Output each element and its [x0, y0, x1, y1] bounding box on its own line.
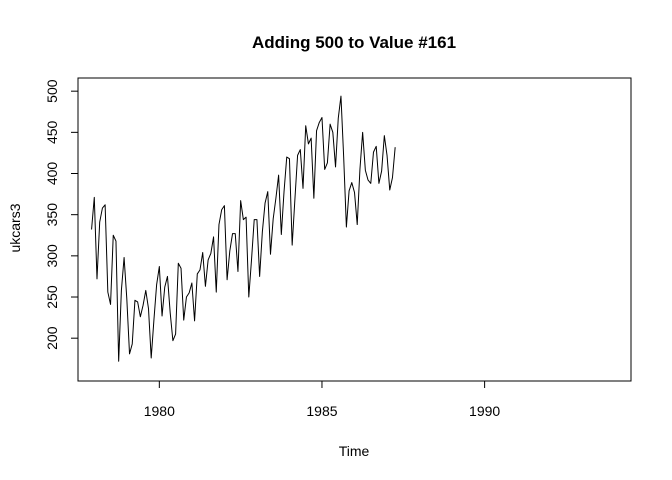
x-tick-label: 1985: [306, 403, 337, 419]
y-tick-label: 200: [44, 326, 60, 350]
y-tick-label: 500: [44, 79, 60, 103]
x-axis-label: Time: [339, 443, 370, 459]
y-tick-label: 250: [44, 285, 60, 309]
y-tick-label: 350: [44, 203, 60, 227]
y-tick-label: 400: [44, 162, 60, 186]
plot-area-border: [77, 77, 632, 382]
y-tick-label: 450: [44, 120, 60, 144]
y-tick-label: 300: [44, 244, 60, 268]
x-tick-label: 1990: [469, 403, 500, 419]
series-line-ukcars3: [91, 95, 396, 362]
y-axis: 200 250 300 350 400 450 500: [44, 79, 79, 350]
chart-title: Adding 500 to Value #161: [252, 33, 456, 52]
x-axis: 1980 1985 1990: [144, 380, 500, 419]
y-axis-label: ukcars3: [7, 203, 23, 252]
x-tick-label: 1980: [144, 403, 175, 419]
